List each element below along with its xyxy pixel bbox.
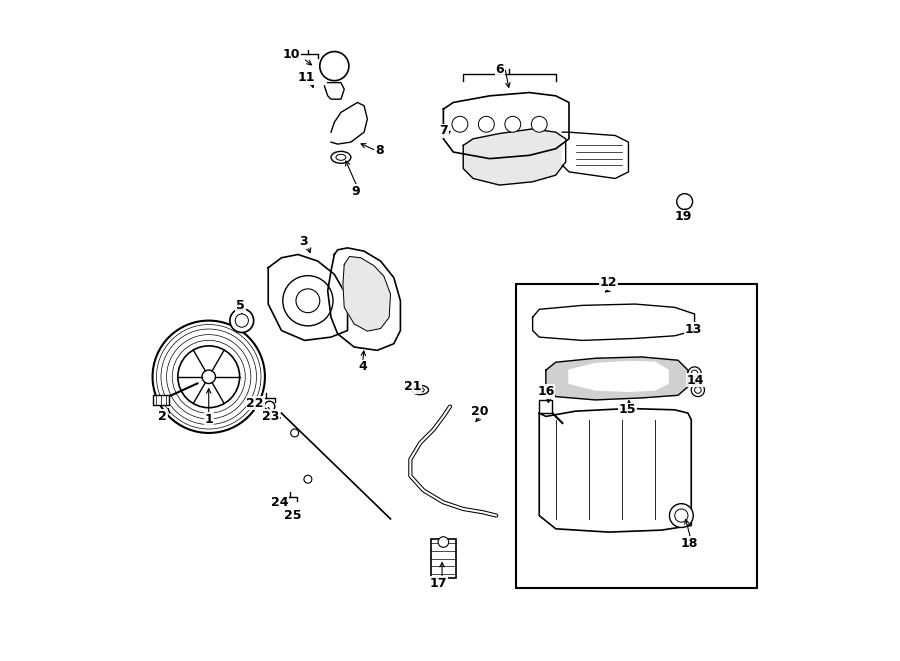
Text: 4: 4	[358, 360, 367, 373]
Circle shape	[675, 509, 688, 522]
Polygon shape	[343, 256, 391, 331]
Circle shape	[688, 367, 701, 380]
Polygon shape	[328, 248, 400, 350]
Text: 7: 7	[439, 124, 448, 137]
Circle shape	[235, 314, 248, 327]
Polygon shape	[539, 408, 691, 532]
Text: 2: 2	[158, 410, 166, 423]
Text: 10: 10	[283, 48, 300, 61]
Circle shape	[531, 116, 547, 132]
Circle shape	[296, 289, 320, 313]
Text: 9: 9	[352, 185, 361, 198]
Polygon shape	[464, 129, 566, 185]
Text: 22: 22	[247, 397, 264, 410]
Text: 12: 12	[600, 276, 617, 290]
Circle shape	[695, 387, 701, 393]
Circle shape	[283, 276, 333, 326]
Text: 8: 8	[375, 144, 383, 157]
Text: 16: 16	[537, 385, 554, 398]
Text: 25: 25	[284, 509, 302, 522]
Bar	[153, 395, 169, 405]
Polygon shape	[562, 132, 628, 178]
Circle shape	[691, 370, 698, 377]
Polygon shape	[324, 83, 344, 99]
Circle shape	[677, 194, 693, 210]
Polygon shape	[569, 362, 668, 391]
Ellipse shape	[412, 385, 428, 395]
Circle shape	[291, 429, 299, 437]
Text: 17: 17	[429, 576, 447, 590]
Polygon shape	[545, 357, 688, 400]
Ellipse shape	[331, 151, 351, 163]
Text: 23: 23	[262, 410, 279, 423]
Circle shape	[304, 475, 312, 483]
Circle shape	[153, 321, 265, 433]
Text: 6: 6	[495, 63, 504, 76]
Circle shape	[438, 537, 449, 547]
Text: 13: 13	[685, 323, 702, 336]
Circle shape	[265, 401, 274, 412]
Circle shape	[178, 346, 239, 408]
Text: 20: 20	[471, 405, 489, 418]
Polygon shape	[331, 102, 367, 144]
Circle shape	[691, 383, 705, 397]
Text: 15: 15	[618, 403, 636, 416]
Circle shape	[479, 116, 494, 132]
FancyBboxPatch shape	[516, 284, 758, 588]
Text: 18: 18	[680, 537, 698, 550]
Circle shape	[230, 309, 254, 332]
Text: 1: 1	[204, 413, 213, 426]
Ellipse shape	[336, 154, 346, 160]
Text: 24: 24	[271, 496, 288, 509]
Polygon shape	[444, 93, 569, 159]
Text: 3: 3	[299, 235, 308, 248]
Text: 14: 14	[687, 373, 704, 387]
Bar	[539, 400, 553, 413]
Circle shape	[452, 116, 468, 132]
Circle shape	[670, 504, 693, 527]
Polygon shape	[533, 304, 695, 340]
Circle shape	[320, 52, 349, 81]
Polygon shape	[268, 254, 347, 340]
Circle shape	[202, 370, 215, 383]
Ellipse shape	[417, 387, 424, 392]
Circle shape	[505, 116, 521, 132]
Text: 5: 5	[236, 299, 245, 312]
Bar	[431, 539, 456, 578]
Text: 21: 21	[403, 380, 421, 393]
Text: 19: 19	[675, 210, 692, 223]
Text: 11: 11	[298, 71, 315, 85]
